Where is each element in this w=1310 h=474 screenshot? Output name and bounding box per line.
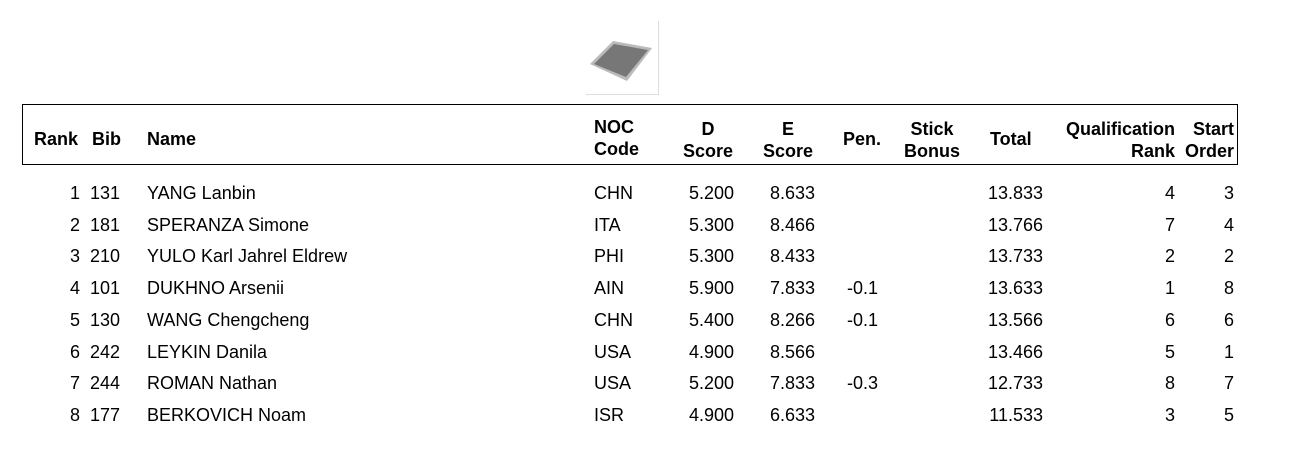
cell-qual: 4 <box>1164 183 1175 203</box>
col-qualification-rank: Qualification Rank <box>1065 119 1175 161</box>
cell-pen: -0.1 <box>847 278 879 299</box>
cell-start: 1 <box>1223 341 1234 362</box>
cell-total: 13.633 <box>987 278 1043 299</box>
cell-d: 5.900 <box>688 278 734 299</box>
cell-bib: 210 <box>90 246 121 267</box>
cell-qual: 7 <box>1164 214 1175 235</box>
cell-name: DUKHNO Arsenii <box>147 278 285 299</box>
cell-e: 7.833 <box>769 373 815 394</box>
cell-bib: 181 <box>90 214 121 235</box>
cell-bib: 244 <box>90 373 121 394</box>
cell-qual: 6 <box>1164 309 1175 330</box>
apparatus-logo <box>586 21 659 95</box>
table-header <box>22 104 1238 165</box>
cell-qual: 2 <box>1164 246 1175 267</box>
col-bib: Bib <box>92 129 121 149</box>
cell-noc: PHI <box>594 246 625 267</box>
cell-total: 12.733 <box>987 373 1043 394</box>
cell-noc: CHN <box>594 309 633 330</box>
col-name: Name <box>147 129 197 149</box>
cell-rank: 7 <box>69 373 80 394</box>
col-noc: NOC Code <box>594 117 639 159</box>
cell-rank: 4 <box>69 278 80 299</box>
col-stick-bonus: Stick Bonus <box>904 119 960 161</box>
cell-noc: ISR <box>594 404 625 425</box>
cell-e: 7.833 <box>769 278 815 299</box>
cell-bib: 177 <box>90 404 121 425</box>
cell-d: 4.900 <box>688 341 734 362</box>
cell-name: LEYKIN Danila <box>147 341 268 362</box>
cell-name: YULO Karl Jahrel Eldrew <box>147 246 348 267</box>
cell-rank: 1 <box>69 183 80 203</box>
cell-e: 8.433 <box>769 246 815 267</box>
col-start-order: Start Order <box>1184 119 1234 161</box>
cell-d: 5.300 <box>688 214 734 235</box>
cell-total: 13.766 <box>987 214 1043 235</box>
cell-noc: USA <box>594 373 632 394</box>
cell-pen: -0.1 <box>847 309 879 330</box>
cell-d: 5.400 <box>688 309 734 330</box>
cell-name: WANG Chengcheng <box>147 309 310 330</box>
cell-pen: -0.3 <box>847 373 879 394</box>
cell-start: 3 <box>1223 183 1234 203</box>
cell-rank: 3 <box>69 246 80 267</box>
cell-rank: 5 <box>69 309 80 330</box>
cell-qual: 8 <box>1164 373 1175 394</box>
cell-qual: 3 <box>1164 404 1175 425</box>
cell-start: 6 <box>1223 309 1234 330</box>
cell-d: 5.300 <box>688 246 734 267</box>
cell-rank: 2 <box>69 214 80 235</box>
cell-start: 7 <box>1223 373 1234 394</box>
cell-total: 13.733 <box>987 246 1043 267</box>
cell-name: BERKOVICH Noam <box>147 404 307 425</box>
cell-qual: 5 <box>1164 341 1175 362</box>
col-pen: Pen. <box>843 129 882 149</box>
cell-e: 8.633 <box>769 183 815 203</box>
cell-qual: 1 <box>1164 278 1175 299</box>
cell-start: 8 <box>1223 278 1234 299</box>
cell-bib: 130 <box>90 309 121 330</box>
cell-total: 13.466 <box>987 341 1043 362</box>
cell-bib: 101 <box>90 278 121 299</box>
cell-e: 8.466 <box>769 214 815 235</box>
cell-e: 8.266 <box>769 309 815 330</box>
cell-d: 5.200 <box>688 373 734 394</box>
cell-noc: USA <box>594 341 632 362</box>
cell-name: SPERANZA Simone <box>147 214 310 235</box>
col-total: Total <box>990 129 1032 149</box>
cell-rank: 8 <box>69 404 80 425</box>
col-rank: Rank <box>34 129 79 149</box>
cell-start: 4 <box>1223 214 1234 235</box>
cell-e: 6.633 <box>769 404 815 425</box>
cell-e: 8.566 <box>769 341 815 362</box>
cell-noc: AIN <box>594 278 625 299</box>
col-e-score: E Score <box>762 119 814 161</box>
cell-total: 11.533 <box>989 404 1043 425</box>
cell-bib: 242 <box>90 341 121 362</box>
cell-bib: 131 <box>90 183 121 203</box>
cell-d: 5.200 <box>688 183 734 203</box>
cell-noc: CHN <box>594 183 633 203</box>
cell-name: ROMAN Nathan <box>147 373 278 394</box>
cell-total: 13.833 <box>987 183 1043 203</box>
cell-name: YANG Lanbin <box>147 183 256 203</box>
col-d-score: D Score <box>682 119 734 161</box>
cell-total: 13.566 <box>987 309 1043 330</box>
cell-start: 2 <box>1223 246 1234 267</box>
cell-d: 4.900 <box>688 404 734 425</box>
cell-noc: ITA <box>594 214 621 235</box>
cell-rank: 6 <box>69 341 80 362</box>
cell-start: 5 <box>1223 404 1234 425</box>
